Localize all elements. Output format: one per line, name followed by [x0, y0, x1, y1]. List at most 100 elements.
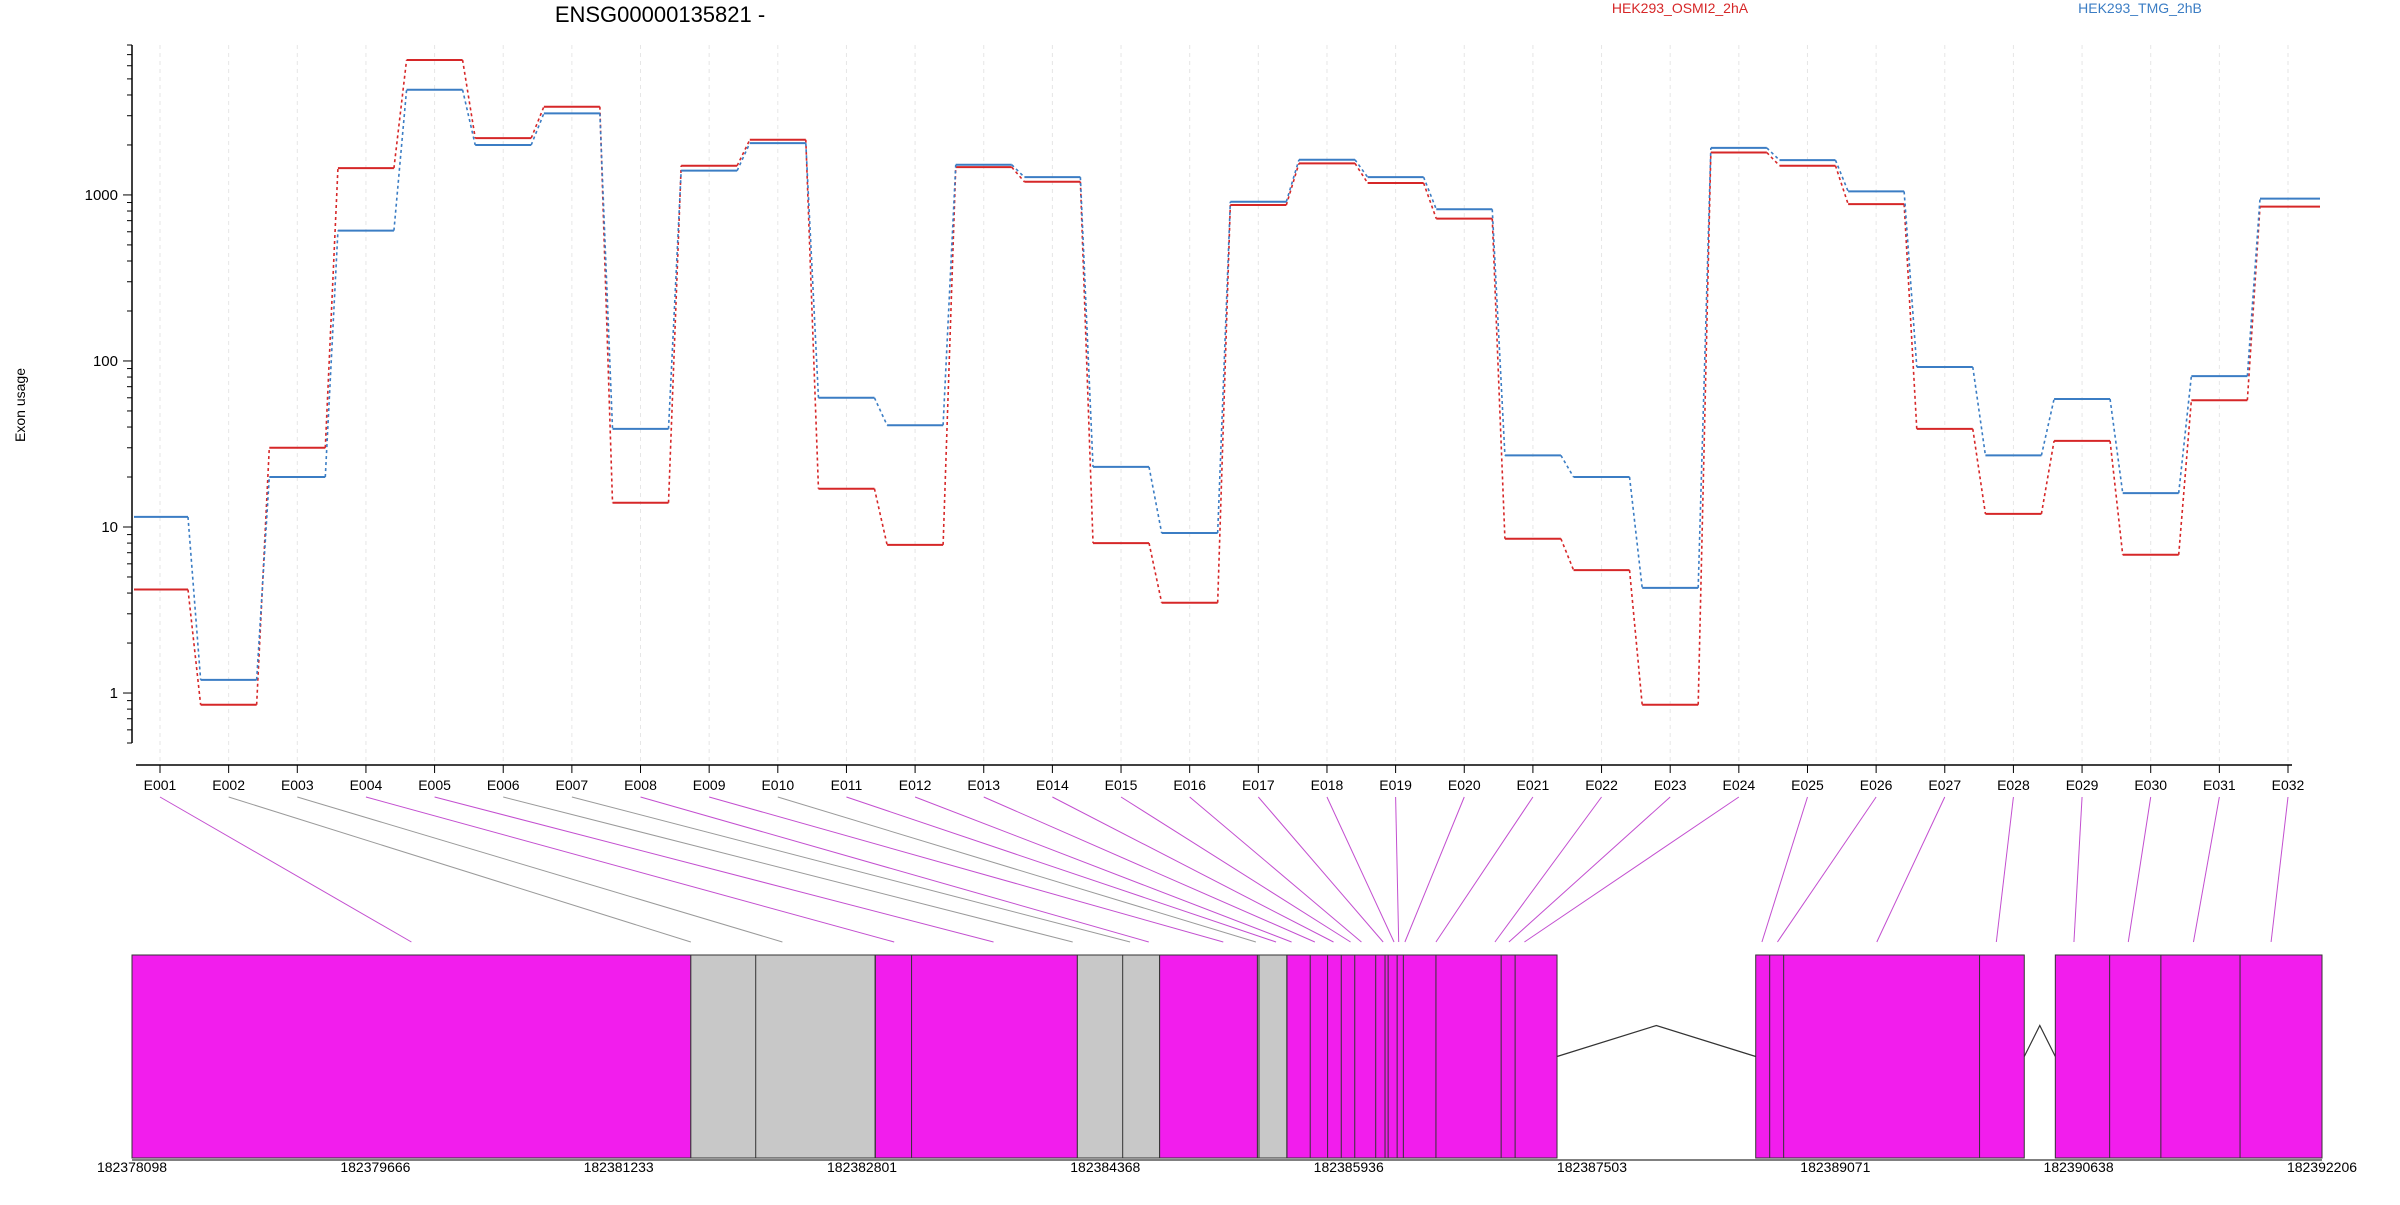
x-tick-label-e004: E004 [350, 777, 383, 793]
x-tick-label-e020: E020 [1448, 777, 1481, 793]
transition-line [667, 170, 682, 429]
transition-line [2246, 206, 2261, 401]
transition-line [461, 59, 477, 139]
connector-e028 [1995, 796, 2014, 943]
x-tick-label-e026: E026 [1860, 777, 1893, 793]
x-tick-label-e011: E011 [831, 777, 863, 793]
y-tick-label: 1000 [85, 187, 118, 204]
x-tick-label-e002: E002 [212, 777, 245, 793]
nontested-block [1076, 954, 1161, 1159]
genomic-coordinate-label: 182381233 [584, 1159, 654, 1175]
connector-e024 [1524, 796, 1740, 943]
intron-line [1556, 1024, 1756, 1058]
transition-line [736, 142, 751, 172]
connector-e020 [1404, 796, 1465, 943]
genomic-coordinate-label: 182384368 [1070, 1159, 1140, 1175]
connector-e006 [503, 796, 1073, 943]
x-tick-label-e003: E003 [281, 777, 314, 793]
connector-e030 [2127, 796, 2152, 943]
series-b [134, 88, 2320, 681]
connector-e026 [1777, 796, 1877, 943]
transition-line [1216, 204, 1232, 603]
transition-line [2040, 440, 2055, 514]
transition-line [1834, 165, 1849, 205]
transition-line [1354, 162, 1369, 184]
genomic-coordinate-label: 182379666 [340, 1159, 410, 1175]
transition-line [187, 516, 202, 680]
x-tick-label-e028: E028 [1997, 777, 2030, 793]
transition-line [1766, 147, 1781, 161]
transition-line [1216, 201, 1232, 534]
exon-block [131, 954, 692, 1159]
x-tick-label-e005: E005 [418, 777, 451, 793]
transition-line [1697, 152, 1712, 705]
axes: 1 10 100 1000 E001 E002 E003 E004 E005 E006 E007 E0… [85, 44, 2305, 793]
transition-line [1011, 164, 1025, 178]
x-tick-label-e008: E008 [624, 777, 657, 793]
x-tick-label-e022: E022 [1585, 777, 1618, 793]
gene-model: 182378098 182379666 182381233 182382801 1823… [97, 954, 2357, 1175]
genomic-coordinate-label: 182387503 [1557, 1159, 1627, 1175]
transition-line [942, 167, 957, 545]
x-tick-label-e025: E025 [1791, 777, 1824, 793]
transition-line [1285, 163, 1300, 206]
x-tick-label-e007: E007 [556, 777, 589, 793]
transition-line [667, 165, 682, 503]
connector-e014 [1052, 796, 1334, 943]
transition-line [736, 139, 751, 167]
transition-line [1491, 218, 1506, 539]
x-tick-label-e030: E030 [2134, 777, 2167, 793]
connector-e031 [2192, 796, 2220, 943]
transition-line [1560, 538, 1575, 571]
exon-block [2054, 954, 2323, 1159]
x-tick-label-e029: E029 [2066, 777, 2099, 793]
x-tick-label-e006: E006 [487, 777, 520, 793]
x-tick-label-e019: E019 [1379, 777, 1412, 793]
connector-e029 [2073, 796, 2083, 943]
connector-e022 [1494, 796, 1602, 943]
transition-line [2177, 400, 2193, 555]
transition-line [255, 476, 271, 680]
series-a [134, 58, 2320, 706]
transition-line [1766, 152, 1781, 167]
transition-line [1628, 476, 1643, 588]
connector-e021 [1435, 796, 1534, 943]
exon-block [1286, 954, 1558, 1159]
transition-line [873, 488, 888, 546]
transition-line [530, 113, 545, 146]
transition-line [2109, 398, 2124, 494]
transition-line [1834, 159, 1849, 192]
x-tick-label-e016: E016 [1173, 777, 1206, 793]
transition-line [1422, 176, 1438, 210]
connector-e005 [434, 796, 994, 943]
connector-e025 [1761, 796, 1808, 943]
transition-line [2040, 398, 2055, 456]
connector-e027 [1876, 796, 1946, 943]
transition-line [393, 59, 408, 169]
connector-e011 [846, 796, 1277, 943]
genomic-coordinate-label: 182378098 [97, 1159, 167, 1175]
connector-e004 [365, 796, 895, 943]
connector-e003 [297, 796, 783, 943]
connector-e032 [2270, 796, 2289, 943]
exon-connectors [159, 796, 2289, 943]
transition-line [599, 113, 614, 429]
x-tick-label-e017: E017 [1242, 777, 1275, 793]
legend-series-a: HEK293_OSMI2_2hA [1612, 0, 1749, 16]
gridlines [159, 45, 2289, 765]
transition-line [1971, 428, 1987, 514]
genomic-coordinate-label: 182389071 [1800, 1159, 1870, 1175]
x-tick-label-e018: E018 [1311, 777, 1344, 793]
series-lines [134, 58, 2320, 706]
genomic-coordinate-label: 182390638 [2044, 1159, 2114, 1175]
transition-line [1148, 466, 1163, 534]
connector-e017 [1257, 796, 1384, 943]
transition-line [324, 168, 339, 448]
transition-line [187, 589, 202, 705]
chart-title: ENSG00000135821 - [555, 2, 765, 27]
connector-e015 [1120, 796, 1351, 943]
x-tick-label-e010: E010 [761, 777, 794, 793]
genomic-coordinate-label: 182382801 [827, 1159, 897, 1175]
